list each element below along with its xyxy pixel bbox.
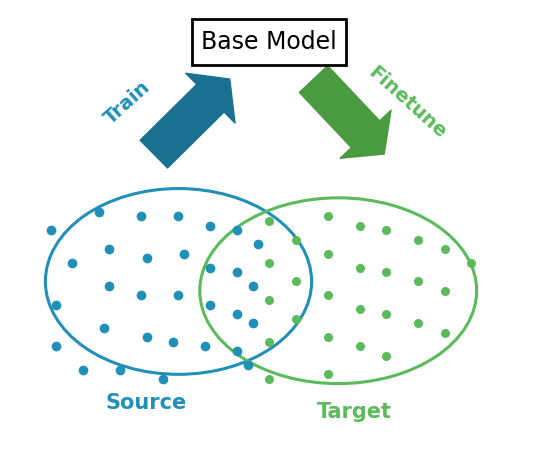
Text: Target: Target: [317, 402, 392, 422]
Text: Source: Source: [106, 393, 187, 413]
Text: Finetune: Finetune: [365, 63, 450, 142]
Text: Base Model: Base Model: [201, 30, 337, 54]
FancyBboxPatch shape: [192, 19, 346, 65]
Text: Train: Train: [101, 78, 154, 128]
